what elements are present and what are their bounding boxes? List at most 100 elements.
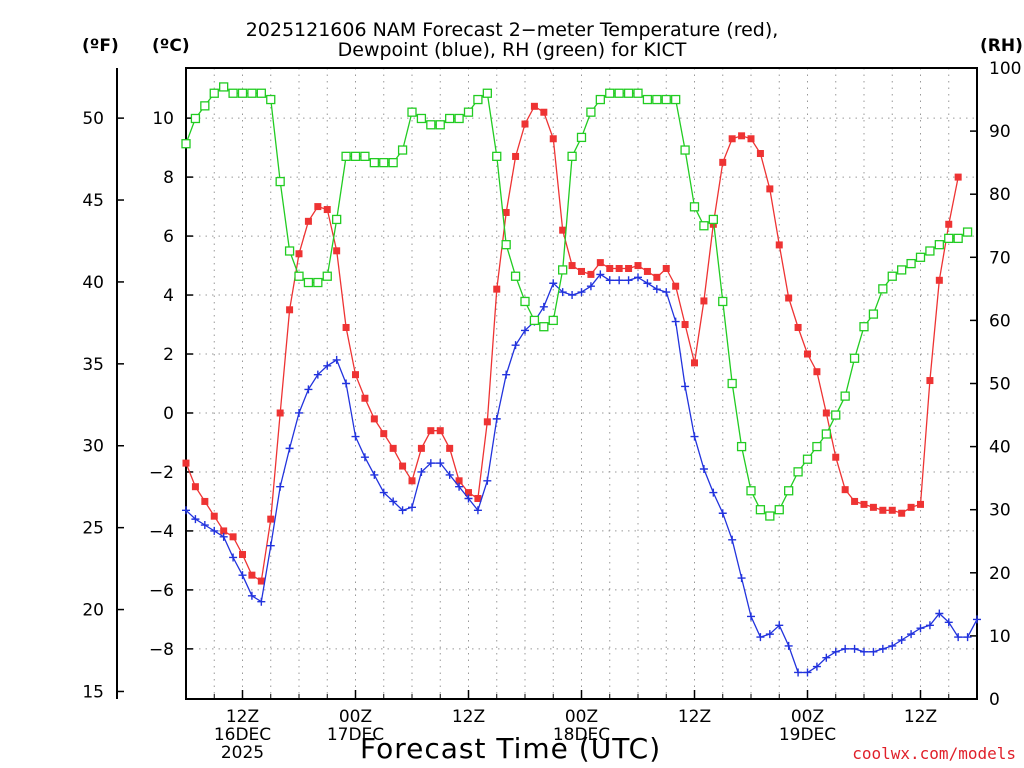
dewpoint-point: [869, 647, 878, 656]
celsius-tick-label: 2: [163, 345, 174, 365]
rh-tick-label: 80: [989, 185, 1011, 205]
rh-point: [379, 157, 389, 168]
celsius-tick-label: −8: [149, 640, 174, 660]
dewpoint-point: [634, 273, 642, 282]
celsius-tick-label: 4: [163, 286, 174, 306]
dewpoint-point: [332, 355, 341, 364]
rh-point: [868, 309, 879, 319]
dewpoint-point: [737, 574, 746, 583]
dewpoint-point: [850, 644, 859, 653]
dewpoint-point: [455, 482, 464, 491]
rh-point: [812, 441, 822, 452]
dewpoint-point: [803, 668, 812, 677]
temperature-line: [185, 105, 959, 583]
series-temperature: [182, 102, 962, 585]
temperature-point: [483, 418, 491, 426]
rh-point: [661, 94, 671, 105]
temperature-point: [832, 453, 840, 461]
dewpoint-point: [699, 465, 708, 474]
rh-point: [906, 258, 916, 269]
dewpoint-point: [596, 270, 605, 279]
dewpoint-point: [643, 279, 652, 288]
dewpoint-point: [775, 621, 784, 630]
rh-point: [397, 145, 408, 155]
dewpoint-point: [925, 621, 934, 630]
x-tick-label: 18DEC: [553, 725, 610, 745]
temperature-point: [370, 415, 378, 423]
dewpoint-point: [841, 644, 850, 653]
temperature-point: [427, 427, 435, 435]
rh-point: [190, 113, 201, 124]
rh-point: [595, 94, 605, 105]
rh-line: [185, 86, 968, 517]
dewpoint-point: [511, 341, 520, 350]
credit-text: coolwx.com/models: [852, 744, 1016, 763]
temperature-point: [389, 444, 397, 452]
rh-point: [247, 88, 257, 98]
temperature-point: [559, 226, 567, 234]
fahrenheit-tick-label: 40: [82, 273, 104, 293]
temperature-point: [446, 444, 454, 452]
rh-point: [341, 151, 351, 161]
rh-point: [567, 151, 577, 161]
rh-point: [510, 271, 521, 281]
celsius-tick-label: −6: [149, 581, 174, 601]
rh-point: [463, 107, 474, 117]
temperature-point: [455, 477, 463, 485]
temperature-point: [380, 430, 388, 438]
temperature-point: [738, 132, 746, 140]
temperature-point: [530, 102, 538, 110]
dewpoint-point: [954, 633, 963, 642]
x-tick-label: 00Z: [565, 707, 598, 727]
dewpoint-point: [897, 636, 906, 645]
temperature-point: [295, 250, 303, 258]
rh-point: [219, 82, 229, 92]
rh-point: [765, 511, 775, 521]
series-rh: [181, 82, 973, 521]
dewpoint-point: [229, 553, 238, 562]
dewpoint-point: [247, 591, 256, 600]
dewpoint-point: [210, 526, 219, 535]
rh-point: [520, 296, 530, 307]
x-axis-title: Forecast Time (UTC): [360, 732, 662, 765]
dewpoint-point: [360, 453, 369, 462]
temperature-point: [276, 409, 284, 417]
dewpoint-point: [662, 288, 671, 297]
temperature-point: [775, 241, 783, 249]
temperature-point: [879, 506, 887, 514]
dewpoint-point: [483, 476, 492, 485]
temperature-point: [210, 512, 218, 520]
rh-point: [605, 88, 615, 98]
x-tick-label: 12Z: [678, 707, 711, 727]
temperature-point: [653, 273, 661, 281]
rh-point: [925, 246, 935, 256]
fahrenheit-tick-label: 30: [82, 437, 104, 457]
dewpoint-point: [313, 370, 322, 379]
temperature-point: [465, 489, 472, 497]
plot-frame: [185, 67, 978, 700]
celsius-unit-label: (ºC): [152, 36, 190, 56]
rh-tick-label: 40: [989, 438, 1011, 458]
temperature-point: [926, 377, 934, 385]
rh-point: [200, 101, 210, 111]
temperature-point: [860, 500, 868, 508]
dewpoint-point: [860, 647, 868, 656]
tick-labels: 1520253035404550−8−6−4−20246810010203040…: [82, 59, 1021, 763]
dewpoint-point: [200, 521, 209, 530]
rh-point: [256, 88, 266, 98]
temperature-point: [267, 515, 275, 523]
rh-tick-label: 90: [989, 122, 1011, 142]
dewpoint-point: [436, 459, 445, 468]
temperature-point: [521, 120, 529, 128]
dewpoint-point: [398, 506, 407, 515]
series-dewpoint: [182, 270, 981, 677]
temperature-point: [615, 265, 623, 273]
temperature-point: [869, 503, 877, 511]
rh-point: [322, 271, 332, 281]
dewpoint-point: [577, 288, 586, 297]
rh-point: [887, 271, 897, 281]
rh-point: [878, 284, 888, 294]
rh-point: [774, 505, 784, 515]
rh-point: [473, 94, 483, 105]
temperature-point: [417, 444, 425, 452]
